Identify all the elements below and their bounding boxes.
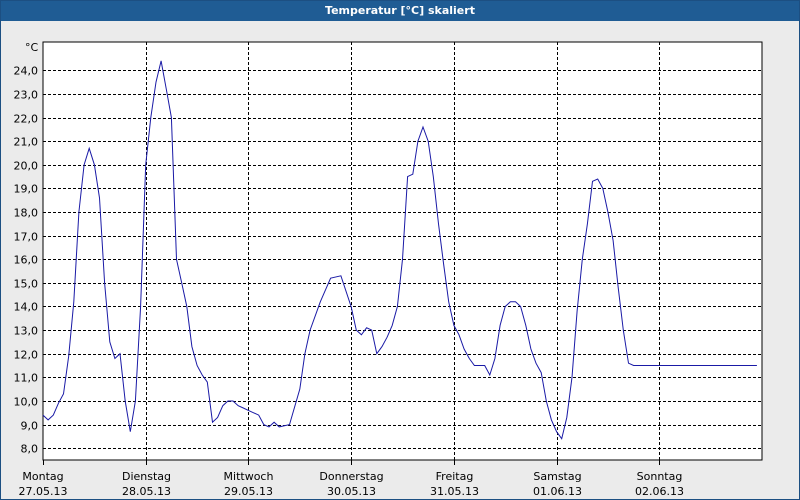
x-date-label: 29.05.13 [224,485,273,498]
x-weekday-label: Samstag [533,470,581,483]
y-tick-label: 15,0 [14,278,39,291]
x-weekday-label: Freitag [436,470,474,483]
y-tick-label: 16,0 [14,254,39,267]
y-tick-labels: 8,0 9,0 10,0 11,0 12,0 13,0 14,0 15,0 16,0 17,0 18… [14,65,39,456]
y-tick-label: 19,0 [14,183,39,196]
y-tick-label: 14,0 [14,301,39,314]
x-weekday-label: Montag [22,470,63,483]
x-tick-labels: Montag 27.05.13 Dienstag 28.05.13 Mittwoch 29… [19,470,684,498]
x-date-label: 02.06.13 [635,485,684,498]
x-date-label: 31.05.13 [430,485,479,498]
y-tick-label: 8,0 [21,443,39,456]
y-tick-label: 23,0 [14,89,39,102]
y-tick-label: 17,0 [14,231,39,244]
x-date-label: 27.05.13 [19,485,68,498]
y-tick-label: 20,0 [14,160,39,173]
grid-lines [43,42,762,465]
y-tick-label: 22,0 [14,113,39,126]
plot-area [42,41,763,461]
y-tick-label: 9,0 [21,420,39,433]
y-tick-label: 12,0 [14,349,39,362]
x-date-label: 28.05.13 [122,485,171,498]
y-tick-label: 21,0 [14,136,39,149]
y-axis-unit: °C [25,41,39,54]
temperature-series-line [42,60,757,440]
x-weekday-label: Mittwoch [224,470,274,483]
window-title: Temperatur [°C] skaliert [1,1,799,21]
y-tick-label: 10,0 [14,396,39,409]
x-date-label: 30.05.13 [327,485,376,498]
y-tick-label: 11,0 [14,372,39,385]
x-weekday-label: Dienstag [122,470,171,483]
y-tick-label: 24,0 [14,65,39,78]
x-date-label: 01.06.13 [533,485,582,498]
y-tick-label: 13,0 [14,325,39,338]
x-weekday-label: Sonntag [637,470,683,483]
x-weekday-label: Donnerstag [319,470,383,483]
y-tick-label: 18,0 [14,207,39,220]
